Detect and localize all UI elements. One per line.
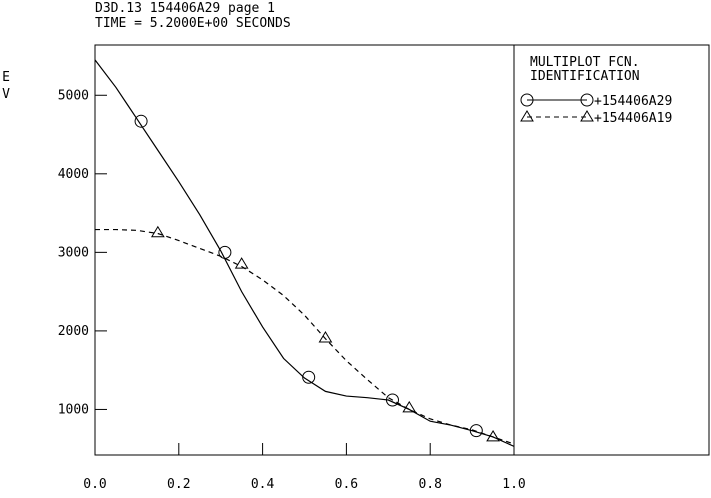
data-marker — [150, 225, 165, 238]
x-tick-label: 1.0 — [502, 477, 525, 492]
chart-subtitle: TIME = 5.2000E+00 SECONDS — [95, 16, 291, 31]
data-marker — [302, 370, 316, 384]
data-marker — [318, 330, 333, 343]
data-marker — [402, 400, 417, 413]
y-tick-label: 2000 — [58, 324, 89, 339]
y-tick-label: 3000 — [58, 245, 89, 260]
y-tick-label: 4000 — [58, 167, 89, 182]
y-tick-label: 1000 — [58, 402, 89, 417]
legend-label: +154406A19 — [594, 111, 672, 126]
data-marker — [385, 393, 399, 407]
x-tick-label: 0.8 — [418, 477, 441, 492]
data-marker — [486, 429, 500, 442]
y-axis-label: EV — [0, 70, 14, 104]
data-marker — [469, 424, 483, 438]
series-line — [95, 228, 515, 445]
legend-title: IDENTIFICATION — [530, 69, 640, 84]
x-tick-label: 0.2 — [167, 477, 190, 492]
x-tick-label: 0.0 — [83, 477, 106, 492]
legend-label: +154406A29 — [594, 94, 672, 109]
series-line — [94, 59, 515, 447]
plot-frame — [94, 44, 515, 456]
legend-frame — [513, 44, 710, 456]
data-marker — [234, 257, 249, 269]
chart-title: D3D.13 154406A29 page 1 — [95, 1, 275, 16]
y-tick-label: 5000 — [58, 88, 89, 103]
legend-marker — [580, 110, 594, 122]
data-marker — [218, 245, 232, 259]
legend-title: MULTIPLOT FCN. — [530, 55, 640, 70]
legend-marker — [520, 110, 534, 122]
x-tick-label: 0.4 — [251, 477, 275, 492]
x-tick-label: 0.6 — [335, 477, 358, 492]
legend-marker — [580, 93, 594, 107]
data-marker — [134, 114, 148, 128]
legend-marker — [520, 93, 534, 107]
